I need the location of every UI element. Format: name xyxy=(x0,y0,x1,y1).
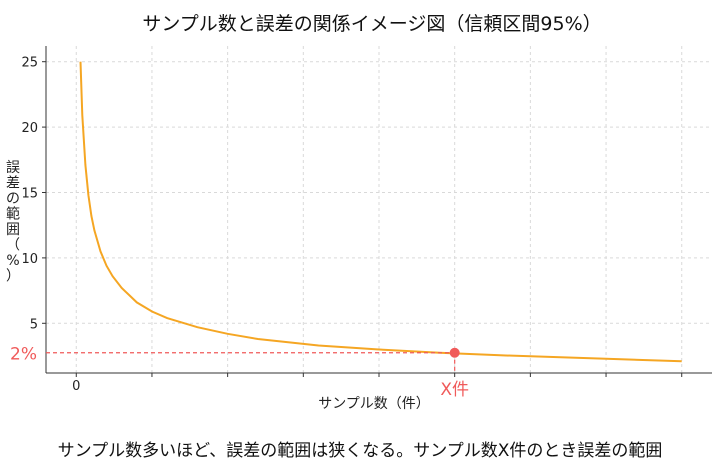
y-axis-label-char: 誤 xyxy=(6,160,20,176)
grid-lines xyxy=(46,46,712,373)
x-tick-label: 0 xyxy=(72,379,80,394)
y-tick-label: 20 xyxy=(21,121,38,136)
y-tick-label: 5 xyxy=(30,317,38,332)
y-axis-label-char: の xyxy=(6,191,20,207)
y-tick-label: 15 xyxy=(21,186,38,201)
tick-labels: 0 5 10 15 20 25 xyxy=(21,56,80,394)
caption-text: サンプル数多いほど、誤差の範囲は狭くなる。サンプル数X件のとき誤差の範囲 xyxy=(57,441,663,461)
x-axis-label: サンプル数（件） xyxy=(318,396,430,412)
y-tick-label: 10 xyxy=(21,252,38,267)
y-axis-label: 誤差の範囲（%） xyxy=(6,160,20,285)
highlight-y-label: 2% xyxy=(10,345,37,365)
chart-title: サンプル数と誤差の関係イメージ図（信頼区間95%） xyxy=(142,13,601,35)
series-layer xyxy=(79,61,682,363)
y-axis-label-char: 範 xyxy=(6,206,20,223)
highlight-layer: 2% X件 xyxy=(10,345,469,400)
highlight-x-label: X件 xyxy=(440,380,469,400)
y-axis-label-char: ） xyxy=(6,269,20,285)
highlight-point xyxy=(449,347,460,358)
line-chart: サンプル数と誤差の関係イメージ図（信頼区間95%） 0 5 10 15 20 25 2% X… xyxy=(6,13,712,412)
axes xyxy=(42,46,712,377)
series-line xyxy=(79,61,682,363)
y-axis-label-char: 差 xyxy=(6,176,20,192)
y-axis-label-char: （ xyxy=(6,238,20,254)
y-axis-label-char: % xyxy=(6,253,19,269)
y-tick-label: 25 xyxy=(21,56,38,71)
y-axis-label-char: 囲 xyxy=(6,222,20,238)
